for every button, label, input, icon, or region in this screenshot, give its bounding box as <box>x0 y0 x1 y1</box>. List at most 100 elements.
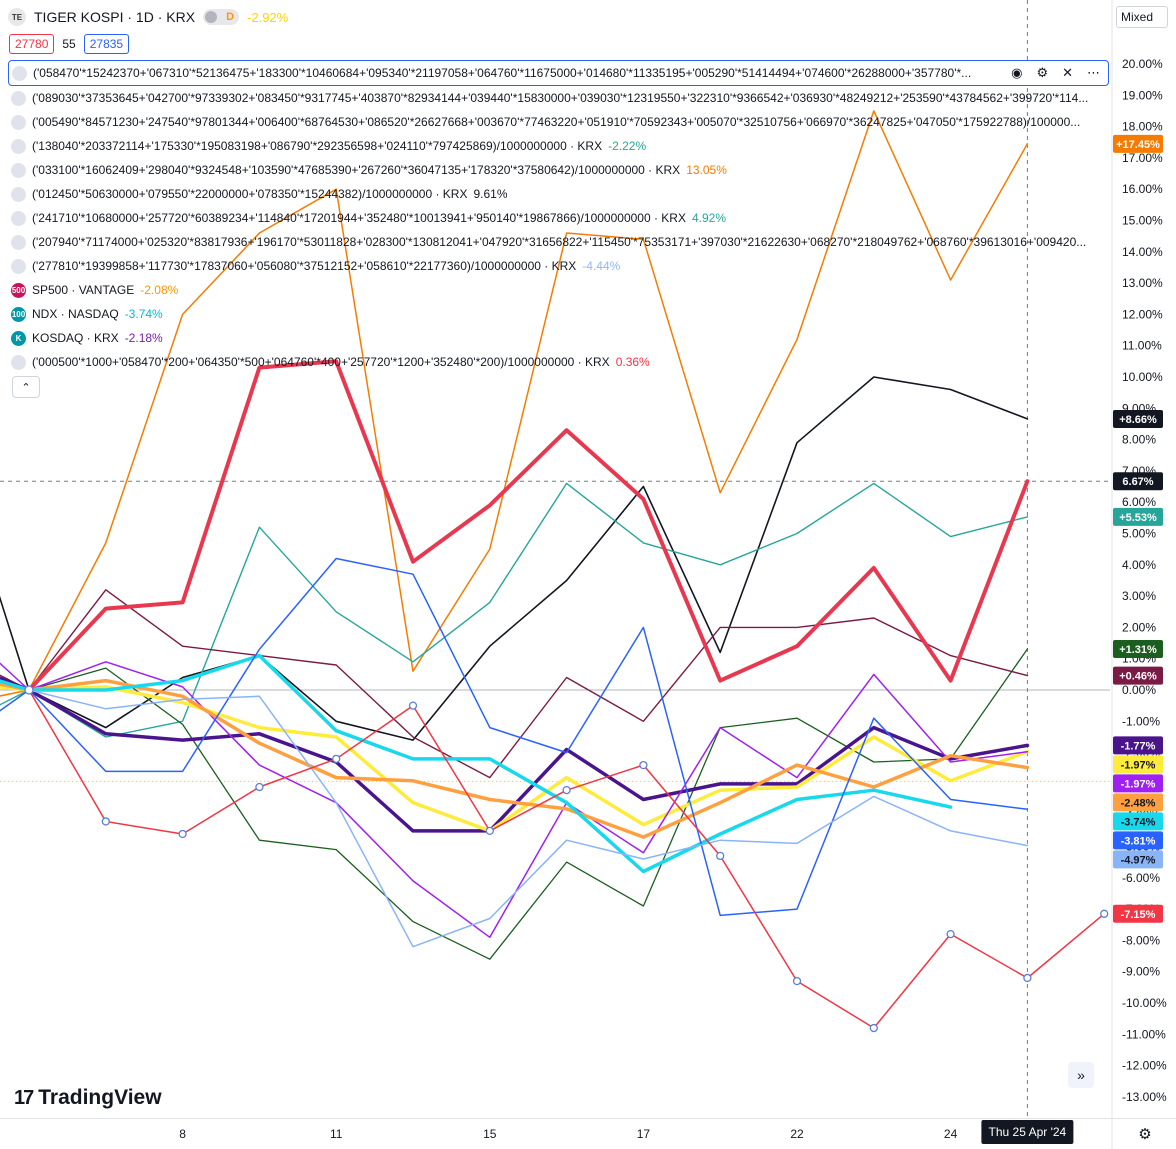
scale-mode-button[interactable]: Mixed <box>1116 6 1168 28</box>
legend-row[interactable]: ('033100'*16062409+'298040'*9324548+'103… <box>8 158 1108 182</box>
symbol-placeholder-icon <box>11 354 26 370</box>
x-tick-label: 17 <box>637 1127 651 1141</box>
y-tick-label: 17.00% <box>1122 151 1163 165</box>
series-price-tag <box>1113 472 1163 491</box>
legend-change: 9.61% <box>473 187 508 201</box>
legend-row[interactable]: ('012450'*50630000+'079550'*22000000+'07… <box>8 182 1108 206</box>
buy-price-button[interactable]: 27835 <box>83 34 130 54</box>
series-price-tag-label: +1.31% <box>1119 644 1157 656</box>
y-tick-label: 6.00% <box>1122 495 1156 509</box>
origin-marker <box>24 685 34 695</box>
series-price-tag-label: 6.67% <box>1122 476 1153 488</box>
y-tick-label: -6.00% <box>1122 871 1160 885</box>
interval-toggle[interactable]: D <box>203 9 240 25</box>
series-price-tag <box>1113 736 1163 755</box>
crosshair-time-box <box>981 1120 1074 1144</box>
series-price-tag-label: -3.81% <box>1121 835 1156 847</box>
more-icon[interactable]: ⋯ <box>1087 65 1100 80</box>
symbol-badge-icon: K <box>11 330 26 346</box>
symbol-placeholder-icon <box>11 90 26 106</box>
legend-row[interactable]: ('241710'*10680000+'257720'*60389234+'11… <box>8 206 1108 230</box>
eye-icon[interactable]: ◉ <box>1011 65 1023 80</box>
tradingview-logo[interactable]: 17 TradingView <box>14 1086 162 1110</box>
x-tick-label: 22 <box>790 1127 804 1141</box>
legend-row[interactable]: ('277810'*19399858+'117730'*17837060+'05… <box>8 254 1108 278</box>
series-line-10[interactable] <box>0 653 953 874</box>
data-point-marker <box>178 829 187 839</box>
settings-icon[interactable]: ⚙ <box>1036 65 1049 80</box>
close-icon[interactable]: ✕ <box>1062 65 1073 80</box>
data-point-marker <box>562 786 571 795</box>
series-price-tag <box>1113 134 1163 153</box>
legend-row[interactable]: 100 NDX · NASDAQ -3.74% <box>8 302 1108 326</box>
series-line-11[interactable] <box>0 557 1029 917</box>
go-to-realtime-button[interactable]: » <box>1068 1062 1094 1088</box>
legend-row[interactable]: 500 SP500 · VANTAGE -2.08% <box>8 278 1108 302</box>
symbol-placeholder-icon <box>11 234 26 250</box>
series-line-8[interactable] <box>0 661 1029 939</box>
data-point-marker <box>1023 973 1032 983</box>
legend-label: ('089030'*37353645+'042700'*97339302+'08… <box>32 91 1089 105</box>
series-line-4[interactable] <box>0 589 1029 779</box>
legend-change: 13.05% <box>686 163 727 177</box>
legend: ('058470'*15242370+'067310'*52136475+'18… <box>8 60 1109 374</box>
series-line-1[interactable] <box>0 376 1029 741</box>
series-price-tag <box>1113 507 1163 526</box>
y-tick-label: 19.00% <box>1122 88 1163 102</box>
series-price-tag <box>1113 666 1163 685</box>
symbol-placeholder-icon <box>11 162 26 178</box>
series-price-tag-label: -2.48% <box>1121 797 1156 809</box>
y-tick-label: 14.00% <box>1122 245 1163 259</box>
y-tick-label: 8.00% <box>1122 433 1156 447</box>
series-line-12[interactable] <box>28 689 1029 948</box>
tradingview-mark-icon: 17 <box>14 1086 34 1109</box>
legend-collapse-button[interactable]: ⌃ <box>12 376 40 398</box>
y-tick-label: 20.00% <box>1122 57 1163 71</box>
series-line-6[interactable] <box>0 676 1030 833</box>
data-point-marker <box>255 782 264 792</box>
double-chevron-right-icon: » <box>1077 1067 1085 1083</box>
data-point-marker <box>946 929 955 939</box>
series-line-2[interactable] <box>0 482 1029 738</box>
series-line-7[interactable] <box>0 685 1030 833</box>
series-price-tag <box>1113 812 1163 831</box>
series-line-0[interactable] <box>0 110 1029 697</box>
legend-row[interactable]: ('058470'*15242370+'067310'*52136475+'18… <box>8 60 1109 86</box>
legend-label: ('138040'*203372114+'175330'*195083198+'… <box>32 139 603 153</box>
symbol-title[interactable]: TIGER KOSPI · 1D · KRX <box>34 9 196 25</box>
symbol-placeholder-icon <box>12 65 27 81</box>
series-price-tag <box>1113 774 1163 793</box>
series-line-5[interactable] <box>27 359 1030 692</box>
series-price-tag-label: -1.97% <box>1121 759 1156 771</box>
sell-price-button[interactable]: 27780 <box>9 34 55 54</box>
symbol-placeholder-icon <box>11 138 26 154</box>
legend-label: ('000500'*1000+'058470'*200+'064350'*500… <box>32 355 610 369</box>
legend-row[interactable]: ('138040'*203372114+'175330'*195083198+'… <box>8 134 1108 158</box>
legend-row[interactable]: ('207940'*71174000+'025320'*83817936+'19… <box>8 230 1108 254</box>
legend-label: ('207940'*71174000+'025320'*83817936+'19… <box>32 235 1087 249</box>
chevron-up-icon: ⌃ <box>21 381 31 394</box>
data-point-marker <box>332 754 341 764</box>
legend-row[interactable]: K KOSDAQ · KRX -2.18% <box>8 326 1108 350</box>
series-price-tag <box>1113 793 1163 812</box>
y-tick-label: 4.00% <box>1122 558 1156 572</box>
legend-row[interactable]: ('000500'*1000+'058470'*200+'064350'*500… <box>8 350 1108 374</box>
y-tick-label: 0.00% <box>1122 683 1156 697</box>
legend-row[interactable]: ('005490'*84571230+'247540'*97801344+'00… <box>8 110 1108 134</box>
legend-row[interactable]: ('089030'*37353645+'042700'*97339302+'08… <box>8 86 1108 110</box>
y-tick-label: 3.00% <box>1122 589 1156 603</box>
x-tick-label: 11 <box>330 1127 343 1141</box>
symbol-badge-icon: 100 <box>11 306 26 322</box>
data-point-marker <box>485 826 494 835</box>
data-point-marker <box>101 817 110 826</box>
data-point-marker <box>639 760 648 770</box>
series-price-tag-label: -7.15% <box>1121 909 1156 921</box>
x-tick-label: 15 <box>483 1127 497 1141</box>
legend-label: ('033100'*16062409+'298040'*9324548+'103… <box>32 163 681 177</box>
series-price-tag <box>1113 409 1163 428</box>
y-tick-label: -10.00% <box>1122 996 1167 1010</box>
legend-change: 0.36% <box>615 355 650 369</box>
settings-button[interactable]: ⚙ <box>1135 1124 1155 1144</box>
price-row: 27780 55 27835 <box>9 34 130 54</box>
